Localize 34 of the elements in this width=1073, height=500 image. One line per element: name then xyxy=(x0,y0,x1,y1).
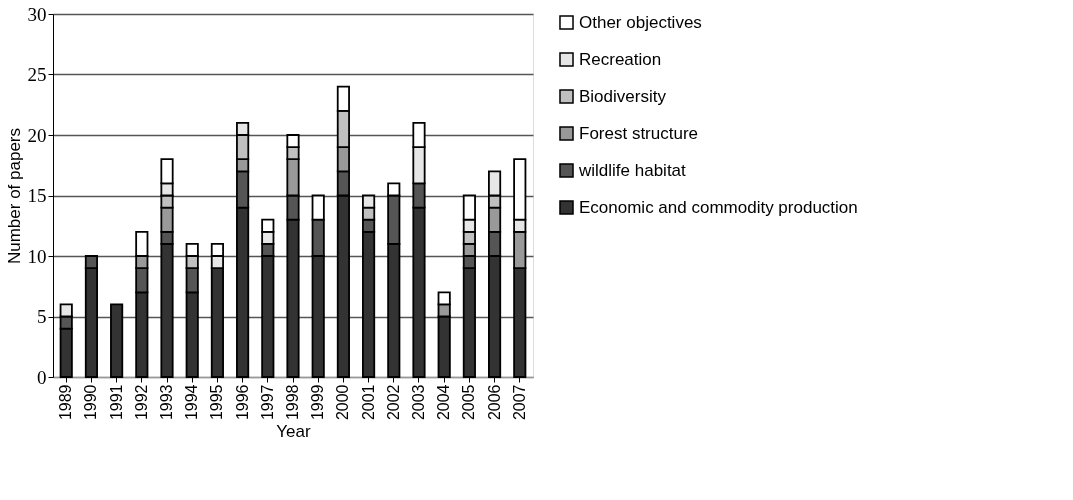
x-tick-label: 1989 xyxy=(57,384,75,421)
y-tick-label: 25 xyxy=(27,64,47,85)
x-tick-label: 2003 xyxy=(409,384,427,421)
x-tick-label: 1993 xyxy=(158,384,176,421)
y-tick-label: 15 xyxy=(27,185,47,206)
legend-label: wildlife habitat xyxy=(578,160,687,180)
x-tick-label: 1995 xyxy=(208,384,226,421)
y-tick-label: 30 xyxy=(27,3,47,25)
x-tick-label: 1996 xyxy=(233,384,251,421)
x-axis-title: Year xyxy=(276,422,312,442)
legend-label: Biodiversity xyxy=(579,86,667,106)
y-axis-title: Number of papers xyxy=(4,127,24,265)
x-tick-label: 1999 xyxy=(309,384,327,421)
y-tick-label: 10 xyxy=(27,245,47,267)
x-tick-label: 2002 xyxy=(384,384,402,421)
x-tick-label: 1994 xyxy=(183,384,201,421)
x-tick-label: 1992 xyxy=(132,384,150,421)
x-tick-label: 2006 xyxy=(485,384,503,421)
legend-label: Recreation xyxy=(579,49,662,69)
x-tick-label: 1990 xyxy=(82,384,100,421)
x-tick-label: 1991 xyxy=(107,384,125,421)
x-tick-label: 2004 xyxy=(435,384,453,421)
legend-label: Forest structure xyxy=(579,123,699,143)
x-tick-label: 2000 xyxy=(334,384,352,421)
legend-label: Economic and commodity production xyxy=(579,197,858,217)
y-tick-label: 20 xyxy=(27,124,47,146)
x-tick-label: 1997 xyxy=(258,384,276,421)
legend-label: Other objectives xyxy=(579,12,702,32)
x-tick-label: 2007 xyxy=(510,384,528,421)
x-tick-label: 1998 xyxy=(284,384,301,421)
y-tick-label: 5 xyxy=(37,306,47,327)
y-tick-label: 0 xyxy=(37,366,47,388)
x-tick-label: 2001 xyxy=(359,384,377,421)
x-tick-label: 2005 xyxy=(460,384,478,421)
